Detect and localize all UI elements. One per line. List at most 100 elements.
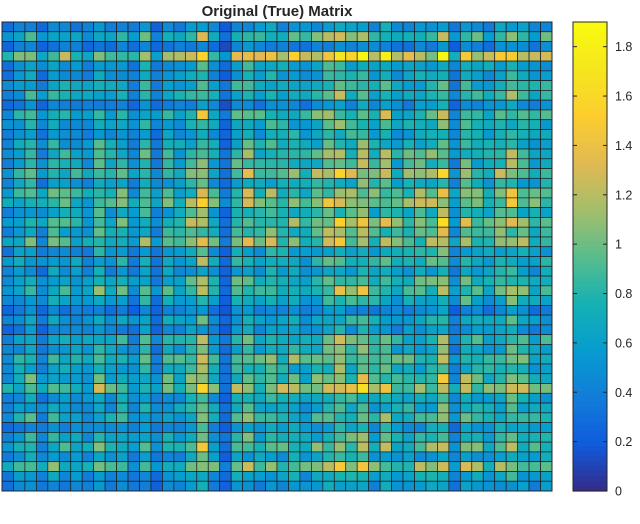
heatmap-cell — [196, 109, 209, 121]
heatmap-cell — [219, 256, 232, 267]
heatmap-cell — [253, 168, 266, 179]
heatmap-cell — [184, 158, 198, 169]
heatmap-cell — [253, 353, 266, 365]
colorbar-segment — [573, 326, 607, 332]
heatmap-cell — [322, 334, 335, 345]
heatmap-cell — [368, 50, 381, 62]
heatmap-cell — [139, 480, 152, 492]
heatmap-cell — [184, 373, 198, 384]
heatmap-cell — [459, 60, 473, 72]
heatmap-cell — [265, 99, 278, 111]
heatmap-cell — [482, 324, 496, 336]
heatmap-cell — [242, 344, 255, 355]
heatmap-cell — [425, 168, 438, 179]
heatmap-cell — [540, 353, 553, 365]
heatmap-cell — [116, 31, 129, 42]
heatmap-cell — [391, 168, 404, 179]
heatmap-cell — [1, 70, 14, 81]
heatmap-cell — [116, 236, 129, 248]
heatmap-cell — [540, 422, 553, 433]
colorbar-segment — [573, 231, 607, 238]
heatmap-cell — [299, 119, 312, 130]
colorbar-segment — [573, 446, 607, 452]
heatmap-cell — [230, 314, 243, 326]
heatmap-cell — [13, 256, 26, 267]
heatmap-cell — [345, 217, 358, 228]
heatmap-cell — [253, 480, 266, 492]
heatmap-cell — [322, 129, 335, 140]
heatmap-cell — [311, 226, 324, 238]
heatmap-cell — [127, 256, 140, 267]
heatmap-cell — [150, 363, 163, 375]
heatmap-cell — [230, 412, 243, 423]
heatmap-cell — [13, 461, 26, 472]
heatmap-cell — [333, 353, 347, 365]
heatmap-cell — [58, 432, 72, 443]
heatmap-cell — [253, 60, 266, 72]
heatmap-cell — [448, 344, 461, 355]
heatmap-cell — [150, 480, 163, 492]
colorbar-segment — [573, 111, 607, 118]
heatmap-cell — [173, 109, 186, 121]
heatmap-cell — [230, 99, 243, 111]
heatmap-cell — [242, 236, 255, 248]
heatmap-cell — [368, 334, 381, 345]
heatmap-cell — [402, 275, 415, 287]
heatmap-cell — [448, 363, 461, 375]
heatmap-cell — [345, 334, 358, 345]
heatmap-cell — [81, 158, 95, 169]
heatmap-cell — [81, 90, 95, 101]
heatmap-cell — [104, 158, 117, 169]
heatmap-cell — [448, 177, 461, 189]
heatmap-cell — [253, 314, 266, 326]
heatmap-cell — [345, 207, 358, 218]
heatmap-cell — [162, 422, 175, 433]
heatmap-cell — [311, 41, 324, 52]
heatmap-cell — [505, 80, 518, 91]
heatmap-cell — [379, 402, 392, 414]
heatmap-cell — [116, 314, 129, 326]
heatmap-cell — [402, 99, 415, 111]
heatmap-cell — [459, 441, 473, 453]
heatmap-cell — [517, 373, 530, 384]
heatmap-cell — [448, 158, 461, 169]
heatmap-cell — [345, 158, 358, 169]
heatmap-cell — [311, 60, 324, 72]
heatmap-cell — [471, 451, 484, 463]
colorbar-segment — [573, 191, 607, 198]
heatmap-cell — [127, 334, 140, 345]
heatmap-cell — [379, 158, 392, 169]
heatmap-cell — [24, 119, 37, 130]
heatmap-cell — [299, 21, 312, 33]
heatmap-cell — [299, 197, 312, 209]
heatmap-cell — [482, 197, 496, 209]
heatmap-cell — [528, 412, 541, 423]
heatmap-cell — [517, 441, 530, 453]
heatmap-cell — [36, 50, 49, 62]
heatmap-cell — [116, 187, 129, 199]
heatmap-cell — [219, 99, 232, 111]
heatmap-cell — [311, 422, 324, 433]
heatmap-cell — [528, 217, 541, 228]
heatmap-cell — [540, 383, 553, 394]
heatmap-cell — [311, 432, 324, 443]
heatmap-cell — [162, 80, 175, 91]
heatmap-cell — [311, 236, 324, 248]
heatmap-cell — [116, 363, 129, 375]
heatmap-cell — [184, 422, 198, 433]
heatmap-cell — [253, 109, 266, 121]
heatmap-cell — [116, 168, 129, 179]
heatmap-cell — [379, 99, 392, 111]
heatmap-cell — [230, 197, 243, 209]
heatmap-cell — [333, 197, 347, 209]
heatmap-cell — [494, 432, 507, 443]
heatmap-cell — [540, 99, 553, 111]
heatmap-cell — [276, 236, 289, 248]
heatmap-cell — [207, 344, 221, 355]
heatmap-cell — [299, 70, 312, 81]
heatmap-cell — [494, 324, 507, 336]
heatmap-cell — [104, 168, 117, 179]
heatmap-cell — [184, 461, 198, 472]
heatmap-cell — [196, 90, 209, 101]
heatmap-cell — [414, 451, 427, 463]
